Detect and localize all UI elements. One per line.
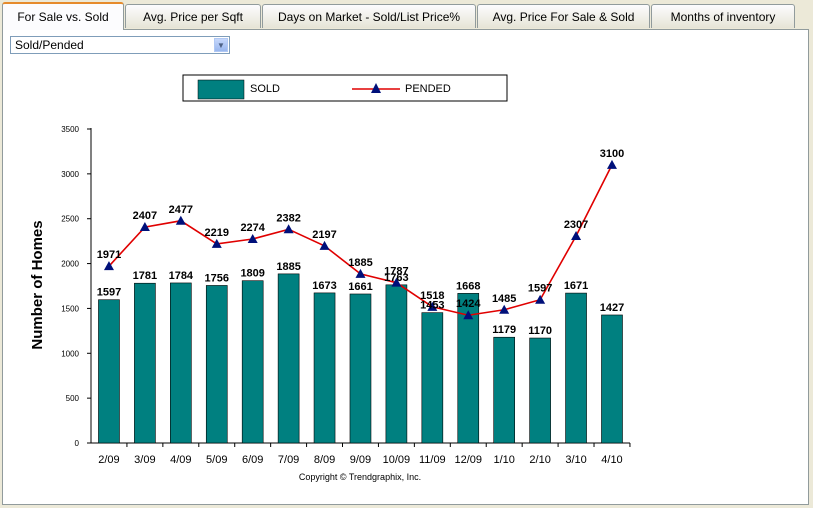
marker-pended bbox=[606, 159, 617, 169]
x-tick-label: 6/09 bbox=[242, 454, 263, 466]
dropdown-value: Sold/Pended bbox=[15, 38, 84, 52]
legend-pended-label: PENDED bbox=[405, 83, 451, 95]
x-tick-label: 7/09 bbox=[278, 454, 299, 466]
y-tick-label: 0 bbox=[75, 439, 80, 448]
bar-sold bbox=[205, 285, 228, 444]
bar-value-label: 1427 bbox=[600, 302, 624, 314]
line-value-label: 1597 bbox=[528, 283, 552, 295]
bar-value-label: 1763 bbox=[384, 272, 408, 284]
marker-pended bbox=[247, 233, 258, 243]
marker-pended bbox=[571, 231, 582, 241]
x-tick-label: 2/09 bbox=[98, 454, 119, 466]
bar-sold bbox=[385, 284, 408, 444]
y-tick-label: 3500 bbox=[61, 125, 79, 134]
bar-value-label: 1661 bbox=[348, 281, 372, 293]
y-tick-label: 2000 bbox=[61, 260, 79, 269]
marker-pended bbox=[139, 222, 150, 232]
bar-value-label: 1781 bbox=[133, 270, 157, 282]
tab-bar: For Sale vs. Sold Avg. Price per Sqft Da… bbox=[0, 0, 813, 30]
marker-pended bbox=[319, 240, 330, 250]
line-value-label: 2407 bbox=[133, 210, 157, 222]
bar-sold bbox=[349, 293, 372, 444]
copyright-text: Copyright © Trendgraphix, Inc. bbox=[299, 472, 421, 482]
x-tick-label: 9/09 bbox=[350, 454, 371, 466]
tab-days-on-market[interactable]: Days on Market - Sold/List Price% bbox=[262, 4, 476, 28]
line-value-label: 1971 bbox=[97, 249, 121, 261]
bar-sold bbox=[601, 314, 623, 444]
marker-pended bbox=[103, 261, 114, 271]
tab-months-of-inventory[interactable]: Months of inventory bbox=[651, 4, 795, 28]
bar-sold bbox=[98, 299, 120, 444]
x-tick-label: 3/09 bbox=[134, 454, 155, 466]
marker-pended bbox=[535, 294, 546, 304]
y-tick-label: 500 bbox=[66, 394, 80, 403]
y-axis-title: Number of Homes bbox=[29, 220, 46, 349]
bar-sold bbox=[421, 312, 444, 444]
bar-value-label: 1784 bbox=[169, 270, 194, 282]
x-tick-label: 4/09 bbox=[170, 454, 191, 466]
bar-sold bbox=[241, 280, 264, 444]
bar-sold bbox=[565, 292, 587, 444]
bar-sold bbox=[457, 293, 480, 444]
bar-sold bbox=[134, 282, 156, 444]
marker-pended bbox=[355, 268, 366, 278]
tab-avg-price-per-sqft[interactable]: Avg. Price per Sqft bbox=[125, 4, 261, 28]
line-value-label: 2382 bbox=[276, 212, 300, 224]
x-tick-label: 10/09 bbox=[383, 454, 411, 466]
marker-pended bbox=[391, 277, 402, 287]
x-tick-label: 1/10 bbox=[493, 454, 514, 466]
tab-avg-price-for-sale-sold[interactable]: Avg. Price For Sale & Sold bbox=[477, 4, 650, 28]
legend-sold-label: SOLD bbox=[250, 83, 280, 95]
bar-sold bbox=[170, 282, 192, 444]
bar-value-label: 1668 bbox=[456, 280, 480, 292]
y-tick-label: 2500 bbox=[61, 215, 79, 224]
bar-value-label: 1597 bbox=[97, 287, 121, 299]
bar-value-label: 1673 bbox=[312, 280, 336, 292]
y-tick-label: 1500 bbox=[61, 304, 79, 313]
bar-value-label: 1809 bbox=[240, 268, 264, 280]
x-tick-label: 8/09 bbox=[314, 454, 335, 466]
bar-sold bbox=[529, 337, 551, 444]
line-value-label: 2219 bbox=[205, 227, 229, 239]
bar-sold bbox=[493, 336, 515, 444]
series-dropdown[interactable]: Sold/Pended ▼ bbox=[10, 36, 230, 54]
tab-for-sale-vs-sold[interactable]: For Sale vs. Sold bbox=[2, 2, 124, 30]
y-tick-label: 1000 bbox=[61, 349, 79, 358]
bar-sold bbox=[277, 273, 300, 444]
line-value-label: 1485 bbox=[492, 293, 516, 305]
bar-value-label: 1170 bbox=[528, 325, 552, 337]
line-value-label: 1787 bbox=[384, 266, 408, 278]
bar-value-label: 1671 bbox=[564, 280, 588, 292]
x-tick-label: 11/09 bbox=[419, 454, 446, 466]
marker-pended bbox=[427, 301, 438, 311]
line-value-label: 3100 bbox=[600, 148, 624, 160]
line-value-label: 2477 bbox=[169, 204, 193, 216]
chevron-down-icon[interactable]: ▼ bbox=[214, 38, 228, 52]
line-value-label: 1885 bbox=[348, 257, 372, 269]
x-tick-label: 5/09 bbox=[206, 454, 227, 466]
line-value-label: 2274 bbox=[240, 222, 265, 234]
line-value-label: 1518 bbox=[420, 290, 444, 302]
x-tick-label: 3/10 bbox=[565, 454, 586, 466]
line-value-label: 2307 bbox=[564, 219, 588, 231]
x-tick-label: 2/10 bbox=[529, 454, 550, 466]
x-tick-label: 12/09 bbox=[454, 454, 482, 466]
marker-pended bbox=[283, 224, 294, 234]
x-tick-label: 4/10 bbox=[601, 454, 622, 466]
marker-pended bbox=[463, 310, 474, 320]
legend-pended-marker bbox=[371, 83, 381, 93]
bar-value-label: 1756 bbox=[205, 272, 229, 284]
marker-pended bbox=[211, 238, 222, 248]
line-value-label: 2197 bbox=[312, 229, 336, 241]
bar-value-label: 1179 bbox=[492, 324, 516, 336]
legend-sold-swatch bbox=[197, 79, 245, 100]
marker-pended bbox=[175, 215, 186, 225]
bar-sold bbox=[313, 292, 336, 444]
line-value-label: 1424 bbox=[456, 298, 481, 310]
bar-value-label: 1453 bbox=[420, 300, 444, 312]
marker-pended bbox=[499, 304, 510, 314]
bar-value-label: 1885 bbox=[276, 261, 300, 273]
y-tick-label: 3000 bbox=[61, 170, 79, 179]
